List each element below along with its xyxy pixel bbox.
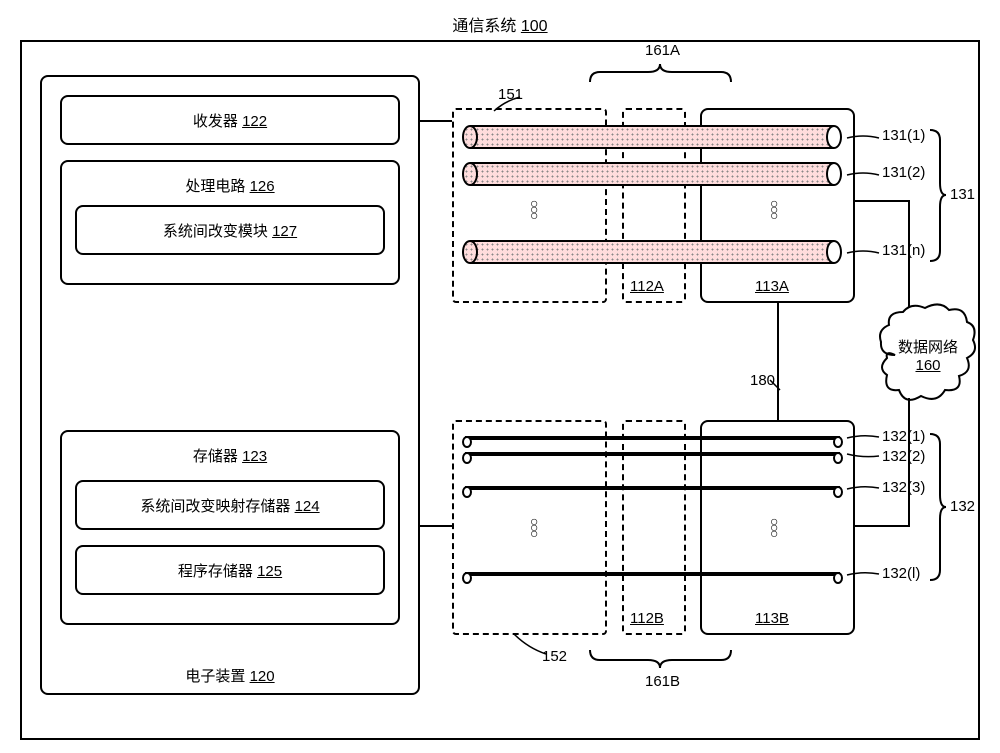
- bracket-131: [928, 128, 948, 263]
- ref-113b: 113B: [755, 610, 789, 627]
- ref-131: 131: [950, 186, 975, 203]
- cylinder-131-2: [462, 162, 842, 186]
- ref-132-1: 132(1): [882, 428, 925, 445]
- line-132-2: [465, 452, 840, 456]
- leader-152: [510, 632, 550, 656]
- vdots-132-left: ○○○: [530, 518, 538, 536]
- leader-131-2: [845, 169, 881, 181]
- bracket-161b: [588, 648, 733, 670]
- intersystem-module-label: 系统间改变模块 127: [130, 220, 330, 241]
- vdots-132-right: ○○○: [770, 518, 778, 536]
- line-113a-cloud-v: [908, 200, 910, 308]
- ref-131-2: 131(2): [882, 164, 925, 181]
- ref-161a: 161A: [645, 42, 680, 59]
- ref-161b: 161B: [645, 673, 680, 690]
- leader-132-l: [845, 569, 881, 579]
- ref-131-1: 131(1): [882, 127, 925, 144]
- cylinder-131-n: [462, 240, 842, 264]
- electronic-device-label: 电子装置 120: [160, 665, 300, 686]
- memory-label: 存储器 123: [170, 445, 290, 466]
- line-132-1: [465, 436, 840, 440]
- vdots-131-left: ○○○: [530, 200, 538, 218]
- leader-180: [768, 378, 782, 392]
- leader-131-n: [845, 247, 881, 259]
- bracket-132: [928, 432, 948, 582]
- line-113a-cloud-h: [855, 200, 910, 202]
- conn-180-v: [777, 303, 779, 420]
- bracket-161a: [588, 62, 733, 84]
- map-storage-label: 系统间改变映射存储器 124: [110, 495, 350, 516]
- leader-132-3: [845, 483, 881, 493]
- ref-131-n: 131(n): [882, 242, 925, 259]
- leader-151: [490, 95, 530, 115]
- vdots-131-right: ○○○: [770, 200, 778, 218]
- cylinder-131-1: [462, 125, 842, 149]
- ref-132: 132: [950, 498, 975, 515]
- line-device-top: [420, 120, 452, 122]
- leader-131-1: [845, 132, 881, 144]
- line-device-bot: [420, 525, 452, 527]
- processing-label: 处理电路 126: [160, 175, 300, 196]
- program-storage-label: 程序存储器 125: [150, 560, 310, 581]
- leader-132-1: [845, 432, 881, 442]
- cloud-label: 数据网络160: [893, 336, 963, 374]
- ref-132-2: 132(2): [882, 448, 925, 465]
- line-113b-cloud-v: [908, 398, 910, 527]
- line-113b-cloud-h: [855, 525, 910, 527]
- ref-113a: 113A: [755, 278, 789, 295]
- line-132-3: [465, 486, 840, 490]
- ref-132-3: 132(3): [882, 479, 925, 496]
- ref-112b: 112B: [630, 610, 664, 627]
- ref-112a: 112A: [630, 278, 664, 295]
- diagram-title: 通信系统 100: [380, 12, 620, 36]
- leader-132-2: [845, 450, 881, 460]
- transceiver-label: 收发器 122: [160, 110, 300, 131]
- ref-132-l: 132(l): [882, 565, 920, 582]
- line-132-l: [465, 572, 840, 576]
